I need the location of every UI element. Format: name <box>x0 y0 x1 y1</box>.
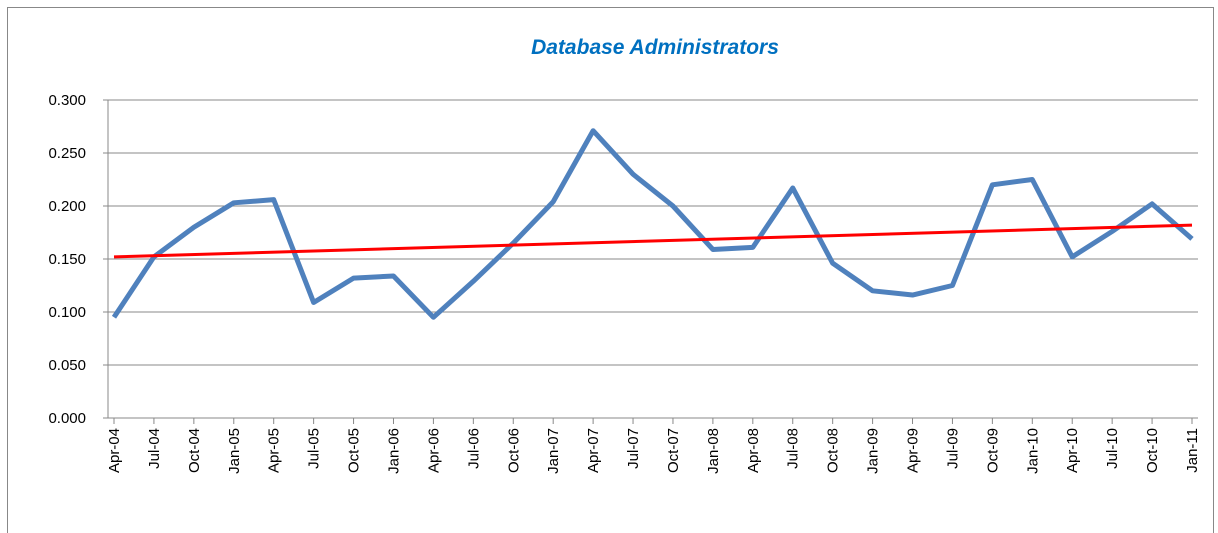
y-tick-label: 0.100 <box>48 304 86 321</box>
x-tick-label: Apr-09 <box>905 428 922 473</box>
chart-title: Database Administrators <box>531 36 779 59</box>
x-tick-label: Jul-10 <box>1104 428 1121 469</box>
trend-line <box>113 223 1193 259</box>
x-tick-label: Jul-04 <box>146 428 163 469</box>
y-tick-label: 0.000 <box>48 410 86 427</box>
y-tick-label: 0.250 <box>48 145 86 162</box>
x-tick-label: Apr-05 <box>266 428 283 473</box>
x-tick-label: Oct-10 <box>1144 428 1161 473</box>
chart-border <box>7 7 1214 533</box>
x-tick-label: Oct-08 <box>825 428 842 473</box>
x-tick-label: Apr-10 <box>1064 428 1081 473</box>
data-line <box>111 128 1194 320</box>
x-tick-label: Oct-05 <box>346 428 363 473</box>
y-tick-label: 0.150 <box>48 251 86 268</box>
x-tick-label: Oct-07 <box>665 428 682 473</box>
y-tick-label: 0.300 <box>48 92 86 109</box>
x-tick-label: Jul-05 <box>306 428 323 469</box>
x-tick-label: Oct-09 <box>984 428 1001 473</box>
x-tick-label: Apr-06 <box>425 428 442 473</box>
x-tick-label: Jan-05 <box>226 428 243 474</box>
x-tick-label: Apr-07 <box>585 428 602 473</box>
x-tick-label: Oct-06 <box>505 428 522 473</box>
x-tick-label: Jul-09 <box>944 428 961 469</box>
x-tick-label: Jul-08 <box>785 428 802 469</box>
x-tick-label: Apr-04 <box>106 428 123 473</box>
x-tick-label: Jul-06 <box>465 428 482 469</box>
x-tick-label: Jan-06 <box>385 428 402 474</box>
x-tick-label: Apr-08 <box>745 428 762 473</box>
x-tick-label: Jan-08 <box>705 428 722 474</box>
x-tick-label: Jan-11 <box>1184 428 1201 473</box>
y-tick-label: 0.200 <box>48 198 86 215</box>
x-tick-label: Jan-07 <box>545 428 562 474</box>
x-tick-label: Jan-10 <box>1024 428 1041 474</box>
x-tick-label: Jan-09 <box>865 428 882 474</box>
y-tick-label: 0.050 <box>48 357 86 374</box>
x-tick-label: Oct-04 <box>186 428 203 473</box>
x-tick-label: Jul-07 <box>625 428 642 469</box>
